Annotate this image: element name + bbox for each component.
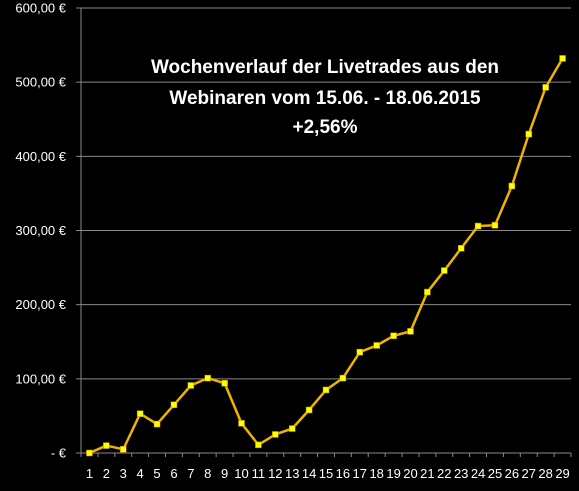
data-point-10	[238, 420, 245, 427]
data-point-2	[103, 442, 110, 449]
x-tick-label-12: 12	[268, 466, 282, 481]
data-point-14	[305, 406, 313, 414]
chart-title-line-2: Webinaren vom 15.06. - 18.06.2015	[169, 88, 481, 109]
x-tick-label-6: 6	[170, 466, 177, 481]
data-point-9	[221, 380, 228, 387]
data-point-1	[86, 449, 93, 457]
data-point-28	[542, 84, 549, 91]
data-point-12	[272, 431, 279, 438]
x-axis-tick-labels: 1 2 3 4 5 6 7 8 9 10 11 12 13 14 15 16 17 18 19 20 21 22 23 24 2…	[86, 466, 570, 481]
data-point-13	[288, 425, 296, 432]
x-tick-label-16: 16	[336, 466, 350, 481]
data-point-19	[390, 332, 397, 340]
data-point-29	[559, 55, 566, 62]
x-tick-label-24: 24	[471, 466, 485, 481]
data-point-17	[356, 348, 364, 356]
data-point-23	[457, 245, 465, 252]
chart-title: Wochenverlauf der Livetrades aus den Web…	[151, 57, 499, 138]
x-tick-label-22: 22	[437, 466, 451, 481]
x-tick-label-3: 3	[120, 466, 127, 481]
x-tick-label-15: 15	[319, 466, 333, 481]
x-tick-label-20: 20	[403, 466, 417, 481]
data-point-27	[525, 130, 533, 138]
x-tick-label-21: 21	[420, 466, 434, 481]
y-tick-label-300: 300,00 €	[15, 223, 66, 238]
x-tick-label-14: 14	[302, 466, 316, 481]
y-tick-label-200: 200,00 €	[15, 297, 66, 312]
chart-title-line-1: Wochenverlauf der Livetrades aus den	[151, 57, 499, 78]
data-point-3	[119, 446, 127, 453]
data-point-6	[170, 401, 178, 409]
y-tick-label-100: 100,00 €	[15, 371, 66, 386]
x-tick-label-27: 27	[522, 466, 536, 481]
x-tick-label-28: 28	[538, 466, 552, 481]
x-tick-label-1: 1	[86, 466, 93, 481]
x-tick-label-4: 4	[137, 466, 144, 481]
x-tick-label-8: 8	[204, 466, 211, 481]
x-tick-label-9: 9	[221, 466, 228, 481]
axes	[76, 7, 572, 457]
data-point-16	[339, 374, 347, 382]
x-tick-label-10: 10	[234, 466, 248, 481]
x-tick-label-17: 17	[353, 466, 367, 481]
x-tick-label-18: 18	[369, 466, 383, 481]
data-point-18	[373, 342, 380, 349]
data-point-15	[322, 386, 330, 394]
y-axis-tick-labels: - € 100,00 € 200,00 € 300,00 € 400,00 € 500,0…	[15, 1, 66, 461]
x-tick-label-25: 25	[488, 466, 502, 481]
gridlines	[81, 7, 571, 380]
x-tick-label-13: 13	[285, 466, 299, 481]
x-tick-label-23: 23	[454, 466, 468, 481]
data-point-25	[491, 222, 499, 229]
y-tick-label-0: - €	[51, 446, 67, 461]
x-tick-label-5: 5	[153, 466, 160, 481]
x-tick-label-29: 29	[555, 466, 569, 481]
y-tick-label-600: 600,00 €	[15, 1, 66, 16]
data-point-11	[255, 441, 262, 449]
x-tick-label-26: 26	[505, 466, 519, 481]
data-point-22	[441, 267, 448, 274]
data-point-5	[153, 420, 161, 428]
data-point-24	[474, 222, 482, 230]
chart-subtitle-percentage: +2,56%	[293, 117, 358, 138]
data-point-26	[508, 182, 516, 190]
x-tick-label-7: 7	[187, 466, 194, 481]
series-wochenverlauf	[86, 55, 566, 457]
x-tick-label-19: 19	[386, 466, 400, 481]
y-tick-label-500: 500,00 €	[15, 75, 66, 90]
data-point-7	[187, 382, 195, 389]
data-point-20	[407, 328, 414, 335]
data-point-21	[424, 288, 431, 296]
data-point-4	[136, 410, 144, 417]
x-tick-label-11: 11	[252, 466, 266, 481]
data-point-8	[204, 374, 211, 382]
y-tick-label-400: 400,00 €	[15, 149, 66, 164]
x-tick-label-2: 2	[103, 466, 110, 481]
